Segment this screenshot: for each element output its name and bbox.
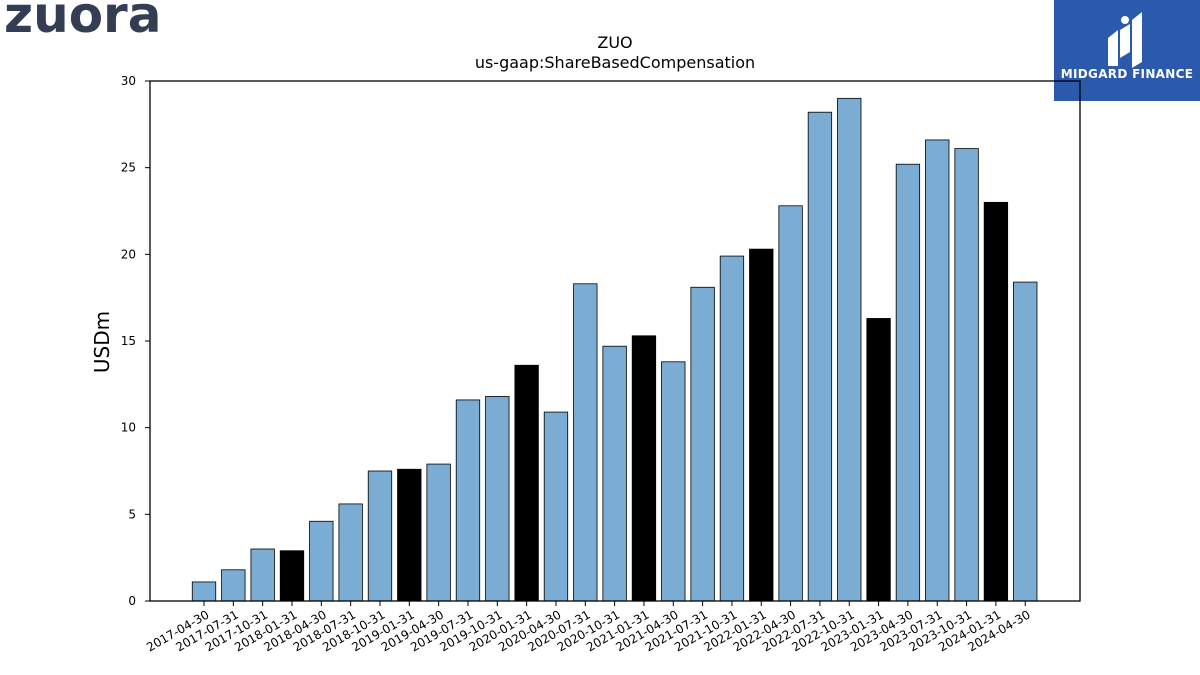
midgard-mark-icon (1108, 12, 1142, 68)
bar-2020-07-31 (573, 283, 598, 602)
brand-name: MIDGARD FINANCE (1060, 67, 1194, 81)
chart-subtitle: us-gaap:ShareBasedCompensation (475, 53, 755, 72)
bar-2018-10-31 (367, 470, 393, 602)
bar-2021-10-31 (719, 255, 745, 602)
y-tick-label: 5 (128, 507, 136, 521)
bar-2017-07-31 (221, 569, 246, 602)
bar-2023-10-31 (954, 148, 979, 602)
y-tick-label: 25 (121, 161, 136, 175)
bar-2019-04-30 (426, 463, 451, 602)
x-ticks-group: 2017-04-302017-07-312017-10-312018-01-31… (144, 601, 1033, 654)
y-tick-label: 15 (121, 334, 136, 348)
bar-2022-01-31 (749, 248, 774, 602)
bar-2021-04-30 (661, 361, 686, 602)
company-logo: zuora (4, 0, 162, 44)
bar-2021-01-31 (631, 335, 657, 602)
bars-group (191, 97, 1038, 602)
chart-title: ZUO (597, 33, 632, 52)
y-tick-label: 30 (121, 74, 136, 88)
midgard-finance-logo: MIDGARD FINANCE (1054, 0, 1200, 101)
y-axis-label: USDm (90, 311, 114, 373)
bar-2019-07-31 (455, 399, 481, 602)
bar-2023-04-30 (895, 163, 921, 602)
bar-2018-04-30 (309, 520, 334, 602)
bar-2023-07-31 (925, 139, 950, 602)
y-ticks-group: 0 5 10 15 20 25 30 (121, 74, 150, 608)
bar-2020-10-31 (602, 345, 627, 602)
plot-frame (149, 80, 1081, 602)
bar-2019-10-31 (485, 396, 510, 602)
bar-2018-01-31 (279, 550, 305, 602)
bar-2017-04-30 (191, 581, 217, 602)
y-tick-label: 20 (121, 247, 136, 261)
bar-2024-01-31 (983, 201, 1009, 602)
y-tick-label: 0 (128, 594, 136, 608)
bar-2021-07-31 (690, 286, 715, 602)
bar-2020-04-30 (543, 411, 569, 602)
bar-2022-04-30 (778, 205, 803, 602)
bar-2018-07-31 (338, 503, 363, 602)
bar-2019-01-31 (397, 468, 422, 602)
bar-2017-10-31 (250, 548, 275, 602)
bar-2020-01-31 (514, 364, 539, 602)
bar-2022-10-31 (837, 97, 862, 602)
bar-2023-01-31 (866, 318, 891, 602)
bar-2022-07-31 (807, 111, 833, 602)
y-tick-label: 10 (121, 421, 136, 435)
bar-2024-04-30 (1013, 281, 1038, 602)
